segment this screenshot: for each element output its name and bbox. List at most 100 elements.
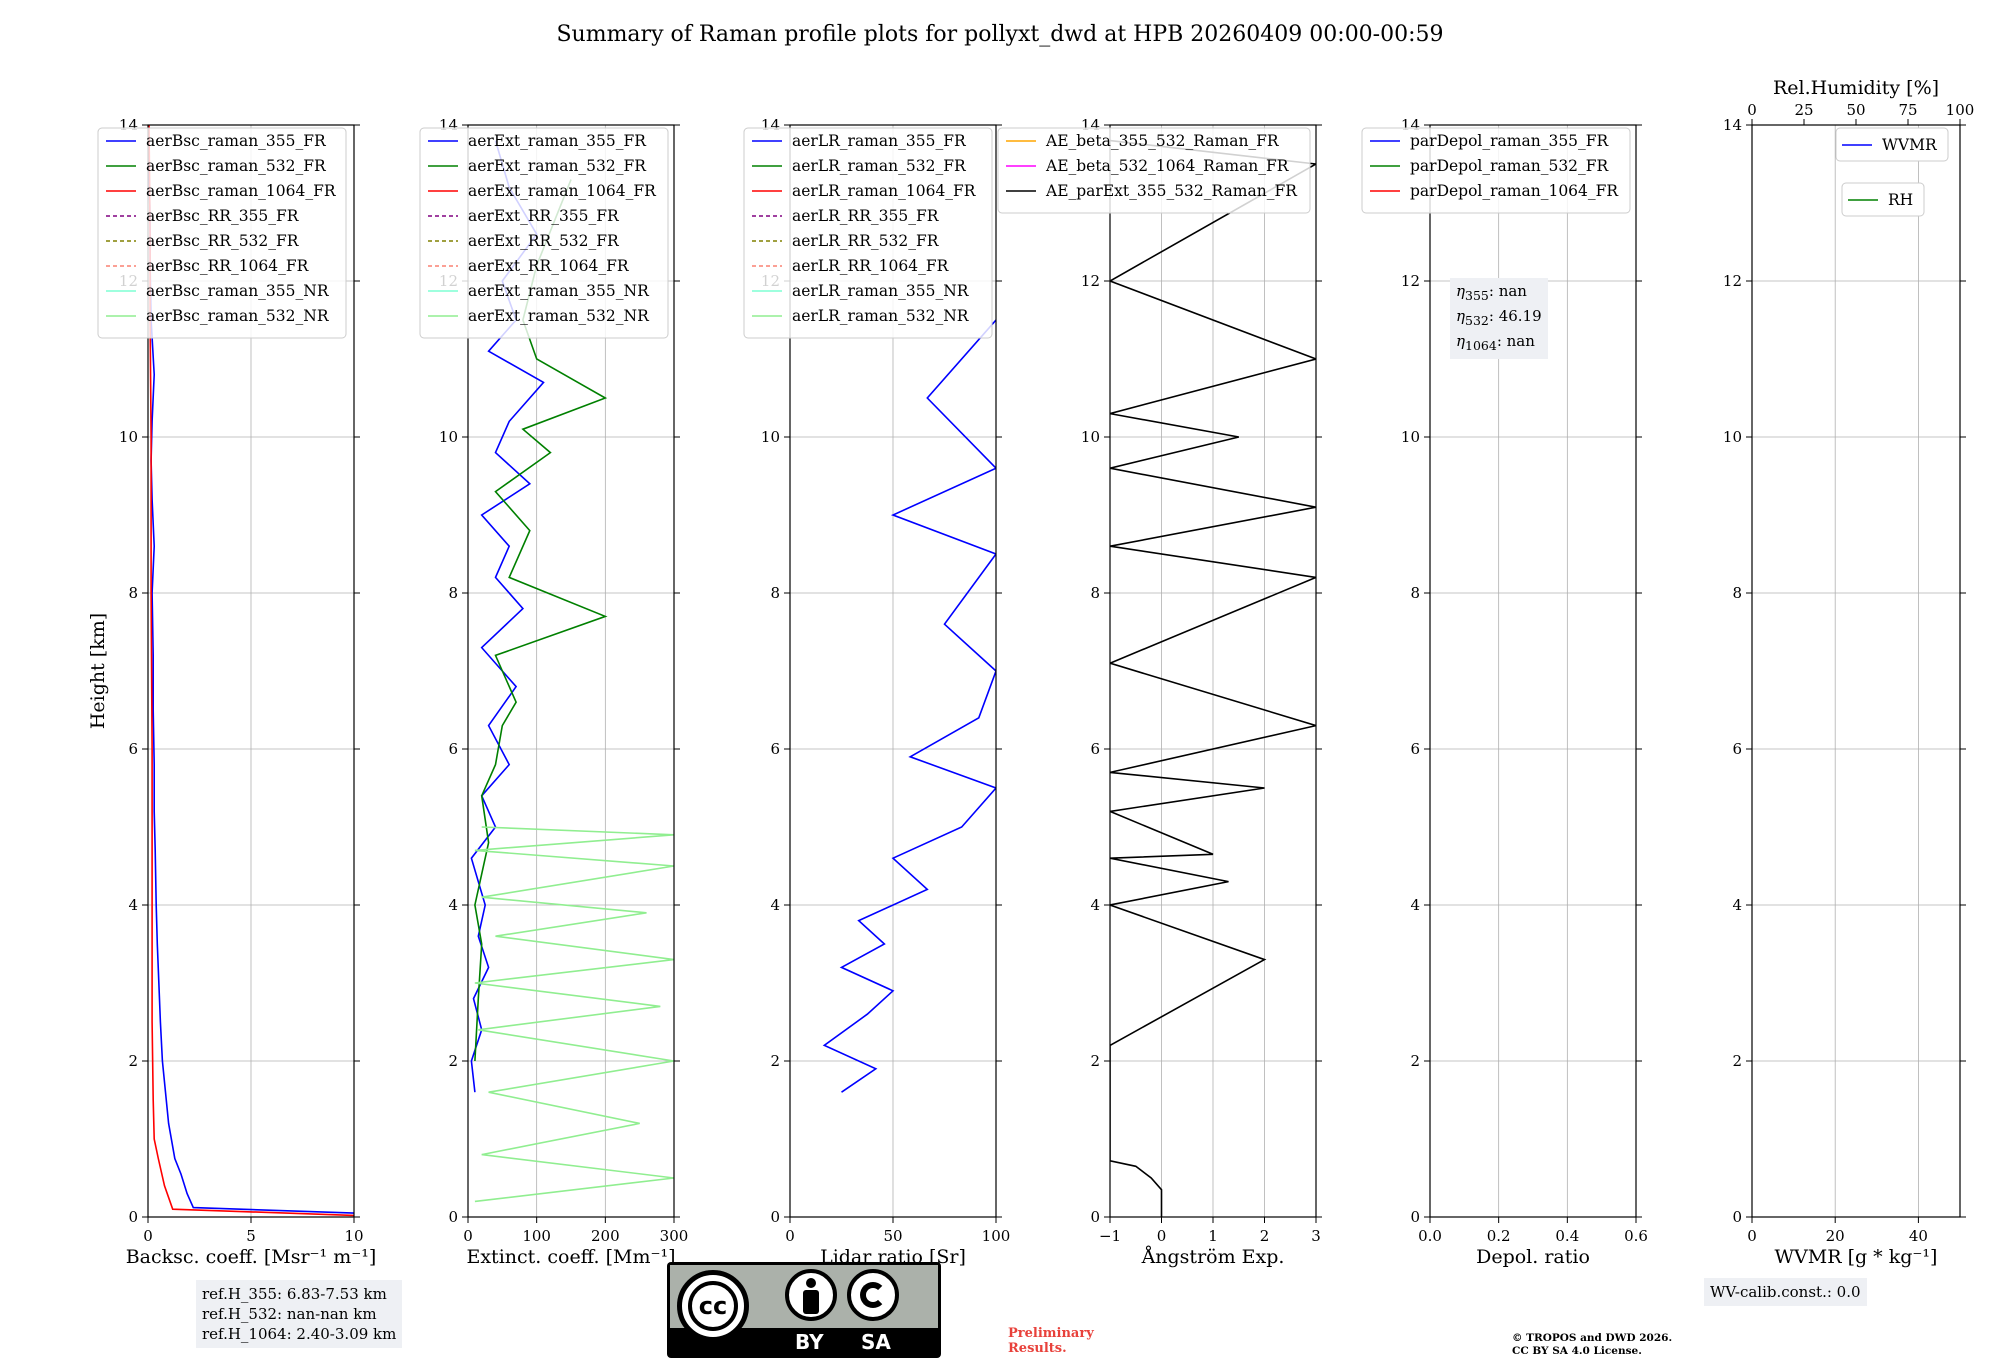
panel-4-x-tick-label: 2 bbox=[1260, 1227, 1270, 1245]
panel-5-x-axis-label: Depol. ratio bbox=[1476, 1246, 1590, 1268]
panel-6-y-tick-label: 4 bbox=[1732, 896, 1742, 914]
cc-by-label: BY bbox=[795, 1330, 824, 1354]
panel-6-y-tick-label: 14 bbox=[1723, 116, 1742, 134]
panel-2-legend-label: aerExt_RR_355_FR bbox=[468, 207, 620, 225]
panel-5-y-tick-label: 4 bbox=[1410, 896, 1420, 914]
panel-4-y-tick-label: 12 bbox=[1081, 272, 1100, 290]
panel-2-legend-label: aerExt_raman_532_FR bbox=[468, 157, 647, 175]
panel-2-y-tick-label: 10 bbox=[439, 428, 458, 446]
panel-2-legend-label: aerExt_RR_532_FR bbox=[468, 232, 620, 250]
panel-2-legend-label: aerExt_raman_355_NR bbox=[468, 282, 650, 300]
panel-1-axes-frame bbox=[147, 124, 355, 1218]
panel-3-x-tick-label: 50 bbox=[883, 1227, 902, 1245]
panel-3-legend-box bbox=[743, 127, 993, 339]
panel-1-y-tick-label: 2 bbox=[128, 1052, 138, 1070]
panel-1-x-axis-label: Backsc. coeff. [Msr⁻¹ m⁻¹] bbox=[126, 1246, 377, 1268]
panel-5-y-tick-label: 0 bbox=[1410, 1208, 1420, 1226]
panel-5-y-tick-label: 2 bbox=[1410, 1052, 1420, 1070]
panel-4-x-tick-label: −1 bbox=[1099, 1227, 1121, 1245]
panel-2-x-tick-label: 200 bbox=[591, 1227, 620, 1245]
panel-3-x-tick-label: 0 bbox=[785, 1227, 795, 1245]
panel-6-x-tick-label: 20 bbox=[1826, 1227, 1845, 1245]
panel-6-y-tick-label: 6 bbox=[1732, 740, 1742, 758]
panel-1-legend-label: aerBsc_RR_355_FR bbox=[146, 207, 300, 225]
panel-3-legend-label: aerLR_raman_355_FR bbox=[792, 132, 967, 150]
panel-1-legend-label: aerBsc_RR_532_FR bbox=[146, 232, 300, 250]
panel-3-legend-label: aerLR_RR_1064_FR bbox=[792, 257, 950, 275]
panel-1-legend-label: aerBsc_RR_1064_FR bbox=[146, 257, 310, 275]
panel-4-x-tick-label: 0 bbox=[1157, 1227, 1167, 1245]
panel-6-y-tick-label: 12 bbox=[1723, 272, 1742, 290]
panel-6-axes-frame bbox=[1751, 124, 1961, 1218]
panel-2-legend-label: aerExt_raman_532_NR bbox=[468, 307, 650, 325]
panel-3-y-tick-label: 0 bbox=[770, 1208, 780, 1226]
panel-4-y-tick-label: 2 bbox=[1090, 1052, 1100, 1070]
panel-2-legend-box bbox=[419, 127, 669, 339]
panel-3-series-aerLR_raman_355_FR bbox=[822, 319, 996, 1093]
panel-6-x-axis-label: WVMR [g * kg⁻¹] bbox=[1775, 1246, 1938, 1268]
panel-2-y-tick-label: 0 bbox=[448, 1208, 458, 1226]
panel-2-x-tick-label: 300 bbox=[660, 1227, 689, 1245]
eta-1064: η1064: nan bbox=[1456, 332, 1535, 353]
panel-3-y-tick-label: 6 bbox=[770, 740, 780, 758]
reference-height-box: ref.H_355: 6.83-7.53 km ref.H_532: nan-n… bbox=[196, 1280, 403, 1348]
panel-6-x-tick-label: 0 bbox=[1747, 1227, 1757, 1245]
panel-3-legend-label: aerLR_raman_1064_FR bbox=[792, 182, 977, 200]
panel-1-legend-label: aerBsc_raman_355_NR bbox=[146, 282, 330, 300]
eta-532: η532: 46.19 bbox=[1456, 307, 1542, 328]
panel-5-x-tick-label: 0.4 bbox=[1555, 1227, 1579, 1245]
panel-6-x-tick-label: 40 bbox=[1909, 1227, 1928, 1245]
panel-5-legend-label: parDepol_raman_355_FR bbox=[1410, 132, 1610, 150]
panel-1-x-tick-label: 5 bbox=[246, 1227, 256, 1245]
panel-5-y-tick-label: 12 bbox=[1401, 272, 1420, 290]
ref-height-355: ref.H_355: 6.83-7.53 km bbox=[202, 1285, 387, 1303]
panel-2-legend-label: aerExt_raman_1064_FR bbox=[468, 182, 657, 200]
panel-1-y-tick-label: 0 bbox=[128, 1208, 138, 1226]
cc-sa-label: SA bbox=[861, 1330, 891, 1354]
panel-6-legend-label-wvmr: WVMR bbox=[1882, 136, 1938, 154]
panel-6-top-tick-label: 75 bbox=[1898, 101, 1917, 119]
panel-2-axes-frame bbox=[467, 124, 675, 1218]
panel-1-legend-label: aerBsc_raman_1064_FR bbox=[146, 182, 337, 200]
panel-1-legend-label: aerBsc_raman_532_FR bbox=[146, 157, 327, 175]
panel-2-y-tick-label: 2 bbox=[448, 1052, 458, 1070]
panel-2-legend-label: aerExt_RR_1064_FR bbox=[468, 257, 630, 275]
panel-3-y-tick-label: 8 bbox=[770, 584, 780, 602]
panel-2-y-tick-label: 4 bbox=[448, 896, 458, 914]
panel-4-legend-label: AE_beta_532_1064_Raman_FR bbox=[1045, 157, 1290, 175]
panel-1-x-tick-label: 10 bbox=[344, 1227, 363, 1245]
panel-6-top-tick-label: 0 bbox=[1747, 101, 1757, 119]
panel-4-y-tick-label: 0 bbox=[1090, 1208, 1100, 1226]
panel-6-top-tick-label: 50 bbox=[1846, 101, 1865, 119]
panel-6-legend-box-wvmr bbox=[1835, 127, 1949, 162]
panel-1-x-tick-label: 0 bbox=[143, 1227, 153, 1245]
panel-4-axes-frame bbox=[1109, 124, 1317, 1218]
panel-5-legend-label: parDepol_raman_1064_FR bbox=[1410, 182, 1619, 200]
panel-5-y-tick-label: 10 bbox=[1401, 428, 1420, 446]
panel-3-legend-label: aerLR_raman_532_FR bbox=[792, 157, 967, 175]
panel-5-legend-box bbox=[1361, 127, 1631, 214]
panel-1-y-tick-label: 4 bbox=[128, 896, 138, 914]
panel-3-x-tick-label: 100 bbox=[982, 1227, 1011, 1245]
panel-3-legend-label: aerLR_RR_355_FR bbox=[792, 207, 940, 225]
panel-3-y-tick-label: 4 bbox=[770, 896, 780, 914]
ref-height-1064: ref.H_1064: 2.40-3.09 km bbox=[202, 1325, 397, 1343]
panel-5-x-tick-label: 0.6 bbox=[1624, 1227, 1648, 1245]
panel-6-top-axis-label: Rel.Humidity [%] bbox=[1773, 77, 1939, 99]
cc-license-badge[interactable]: cc BY SA bbox=[667, 1262, 941, 1358]
panel-1-legend-label: aerBsc_raman_355_FR bbox=[146, 132, 327, 150]
figure-title: Summary of Raman profile plots for polly… bbox=[556, 22, 1444, 47]
panel-2-series-aerExt_raman_532_FR bbox=[474, 179, 608, 1062]
panel-5-legend-label: parDepol_raman_532_FR bbox=[1410, 157, 1610, 175]
panel-5-x-tick-label: 0.2 bbox=[1487, 1227, 1511, 1245]
eta-355: η355: nan bbox=[1456, 282, 1527, 303]
panel-1-legend-box bbox=[97, 127, 347, 339]
panel-6-legend-label-rh: RH bbox=[1888, 191, 1913, 209]
panel-1-legend-label: aerBsc_raman_532_NR bbox=[146, 307, 330, 325]
preliminary-results-note: Preliminary Results. bbox=[1008, 1326, 1094, 1356]
panel-4-y-tick-label: 10 bbox=[1081, 428, 1100, 446]
ref-height-532: ref.H_532: nan-nan km bbox=[202, 1305, 377, 1323]
y-axis-label: Height [km] bbox=[87, 613, 109, 729]
panel-4-legend-box bbox=[997, 127, 1311, 214]
